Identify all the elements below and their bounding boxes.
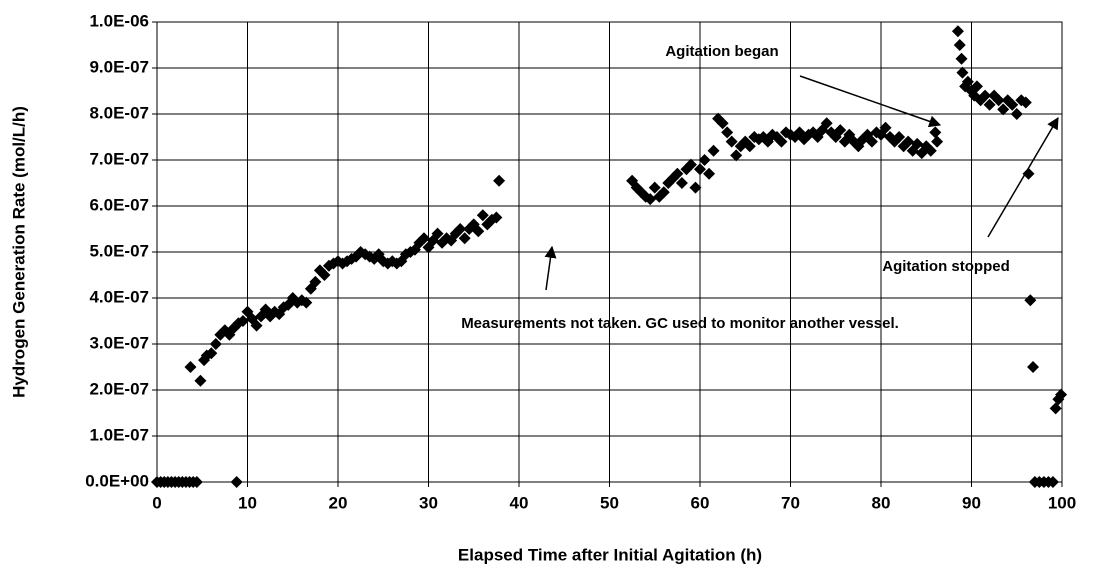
data-point: [725, 135, 738, 148]
data-point: [979, 89, 992, 102]
data-point: [657, 186, 670, 199]
data-point: [743, 140, 756, 153]
data-point: [675, 177, 688, 189]
data-point: [902, 135, 915, 148]
data-point: [648, 181, 661, 194]
data-point: [205, 347, 218, 360]
annotation-arrow: [544, 245, 557, 291]
data-point: [879, 121, 892, 134]
data-point: [1019, 96, 1032, 109]
data-point: [300, 296, 313, 309]
data-point: [992, 94, 1005, 107]
data-point: [694, 163, 706, 176]
data-point: [209, 338, 222, 350]
y-tick-label: 1.0E-07: [89, 425, 149, 444]
data-point: [955, 52, 968, 65]
y-tick-label: 3.0E-07: [89, 333, 149, 352]
data-point: [929, 126, 942, 139]
data-point: [1010, 108, 1023, 120]
x-tick-label: 10: [238, 493, 257, 512]
data-point: [961, 75, 974, 88]
annotation-arrow: [987, 116, 1059, 238]
y-tick-label: 0.0E+00: [85, 471, 149, 490]
annotation: Agitation stopped: [882, 258, 1010, 275]
data-point: [1024, 294, 1037, 307]
data-point: [493, 174, 506, 187]
data-point: [834, 124, 847, 137]
data-point: [230, 476, 243, 488]
data-point: [730, 149, 743, 162]
data-point: [644, 193, 657, 206]
data-point: [431, 227, 444, 240]
annotation: Agitation began: [665, 43, 778, 60]
data-point: [956, 66, 969, 79]
annotation-arrow: [799, 75, 942, 128]
data-point: [816, 124, 829, 137]
data-point: [1049, 402, 1062, 415]
data-point: [707, 144, 720, 157]
data-point: [250, 319, 263, 332]
x-tick-label: 80: [872, 493, 891, 512]
data-point: [893, 131, 906, 143]
data-point: [865, 135, 878, 148]
y-tick-label: 7.0E-07: [89, 149, 149, 168]
data-point: [490, 211, 503, 224]
y-tick-label: 1.0E-06: [89, 11, 149, 30]
data-point: [931, 135, 944, 148]
y-tick-label: 9.0E-07: [89, 57, 149, 76]
x-tick-label: 100: [1048, 493, 1076, 512]
x-tick-label: 40: [510, 493, 529, 512]
data-point: [924, 144, 937, 157]
x-tick-label: 30: [419, 493, 438, 512]
data-point: [911, 137, 924, 150]
y-tick-label: 5.0E-07: [89, 241, 149, 260]
data-point: [417, 232, 430, 245]
annotation: Measurements not taken. GC used to monit…: [461, 315, 899, 332]
data-point: [236, 315, 249, 327]
data-point: [820, 117, 833, 130]
x-tick-label: 90: [962, 493, 981, 512]
data-point: [476, 209, 489, 222]
x-tick-label: 60: [691, 493, 710, 512]
data-point: [454, 223, 467, 235]
data-point: [997, 103, 1010, 116]
data-point: [1022, 167, 1035, 180]
data-point: [1006, 98, 1019, 111]
data-point: [671, 167, 684, 180]
data-point: [698, 154, 711, 166]
y-tick-label: 8.0E-07: [89, 103, 149, 122]
data-point: [684, 158, 697, 171]
y-tick-label: 4.0E-07: [89, 287, 149, 306]
data-point: [1027, 361, 1040, 373]
data-point: [1046, 476, 1059, 488]
y-axis-title: Hydrogen Generation Rate (mol/L/h): [9, 106, 28, 398]
data-point: [983, 98, 996, 111]
data-point: [184, 361, 197, 373]
data-point: [703, 167, 716, 180]
data-point: [721, 126, 734, 139]
data-point: [472, 225, 485, 238]
x-axis-title: Elapsed Time after Initial Agitation (h): [458, 545, 762, 564]
data-point: [716, 117, 729, 130]
data-point: [775, 135, 788, 148]
x-tick-label: 70: [781, 493, 800, 512]
x-tick-label: 50: [600, 493, 619, 512]
y-tick-label: 2.0E-07: [89, 379, 149, 398]
data-point: [318, 269, 331, 281]
data-point: [458, 232, 471, 245]
x-tick-label: 20: [329, 493, 348, 512]
y-tick-label: 6.0E-07: [89, 195, 149, 214]
data-point: [194, 374, 207, 387]
data-point: [689, 181, 702, 194]
data-point: [1055, 388, 1068, 401]
data-point: [953, 39, 966, 51]
x-tick-label: 0: [152, 493, 161, 512]
data-point: [190, 476, 203, 488]
data-point: [309, 275, 322, 288]
data-point: [970, 80, 983, 93]
data-point: [951, 25, 964, 38]
